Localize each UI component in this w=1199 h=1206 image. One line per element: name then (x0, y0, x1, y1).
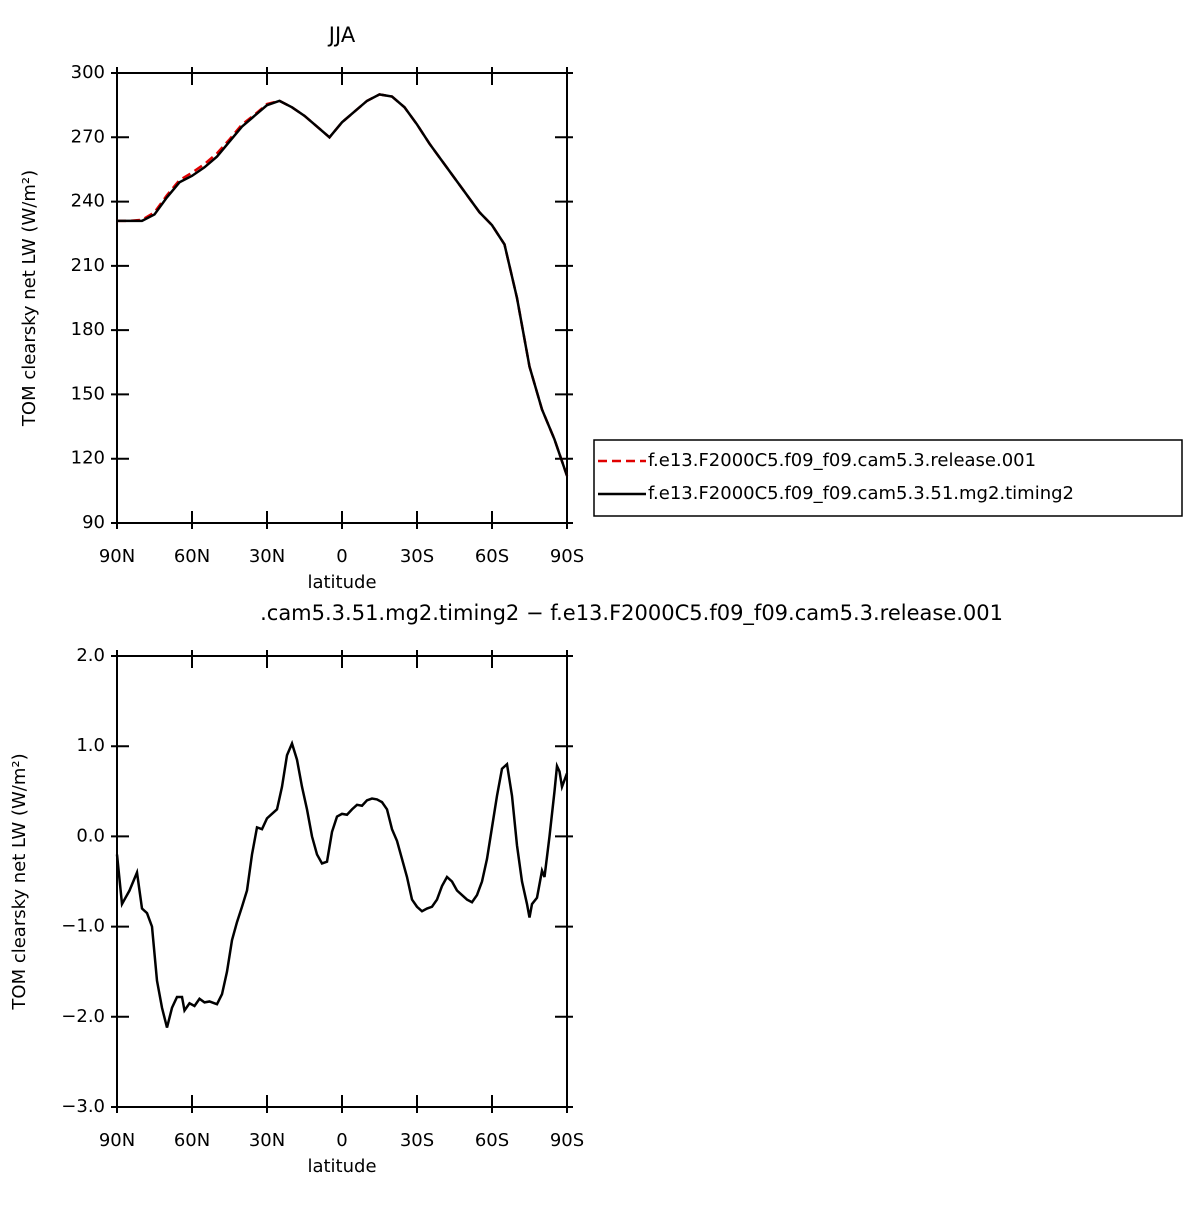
legend-label: f.e13.F2000C5.f09_f09.cam5.3.51.mg2.timi… (648, 483, 1074, 504)
y-tick-label: 0.0 (76, 825, 105, 846)
y-tick-label: −2.0 (61, 1006, 105, 1027)
x-tick-label: 60N (174, 546, 210, 567)
x-tick-label: 0 (336, 1130, 347, 1151)
chart-title: JJA (327, 23, 356, 47)
x-axis-label: latitude (307, 1156, 376, 1177)
y-tick-label: 1.0 (76, 735, 105, 756)
x-tick-label: 30N (249, 1130, 285, 1151)
y-tick-label: 90 (82, 512, 105, 533)
x-tick-label: 60S (475, 1130, 509, 1151)
plot-frame (116, 72, 568, 524)
data-line (117, 93, 569, 477)
x-axis-label: latitude (307, 572, 376, 593)
y-tick-label: −3.0 (61, 1096, 105, 1117)
y-tick-label: 120 (71, 448, 105, 469)
x-tick-label: 90N (99, 1130, 135, 1151)
y-axis-label: TOM clearsky net LW (W/m²) (19, 170, 40, 427)
y-tick-label: 210 (71, 255, 105, 276)
x-tick-label: 60S (475, 546, 509, 567)
x-tick-label: 90S (550, 1130, 584, 1151)
chart-title: .cam5.3.51.mg2.timing2 − f.e13.F2000C5.f… (260, 601, 1003, 626)
x-tick-label: 30N (249, 546, 285, 567)
data-line (117, 93, 569, 477)
plot-frame (116, 655, 568, 1108)
y-tick-label: 2.0 (76, 645, 105, 666)
y-tick-label: 300 (71, 62, 105, 83)
y-axis-label: TOM clearsky net LW (W/m²) (9, 753, 30, 1010)
y-tick-label: 270 (71, 126, 105, 147)
y-tick-label: 240 (71, 191, 105, 212)
x-tick-label: 90N (99, 546, 135, 567)
y-tick-label: −1.0 (61, 916, 105, 937)
x-tick-label: 0 (336, 546, 347, 567)
y-tick-label: 150 (71, 383, 105, 404)
legend-box (593, 439, 1183, 517)
x-tick-label: 90S (550, 546, 584, 567)
x-tick-label: 30S (400, 1130, 434, 1151)
x-tick-label: 60N (174, 1130, 210, 1151)
x-tick-label: 30S (400, 546, 434, 567)
y-tick-label: 180 (71, 319, 105, 340)
legend-label: f.e13.F2000C5.f09_f09.cam5.3.release.001 (648, 450, 1036, 471)
data-line (115, 739, 569, 1028)
